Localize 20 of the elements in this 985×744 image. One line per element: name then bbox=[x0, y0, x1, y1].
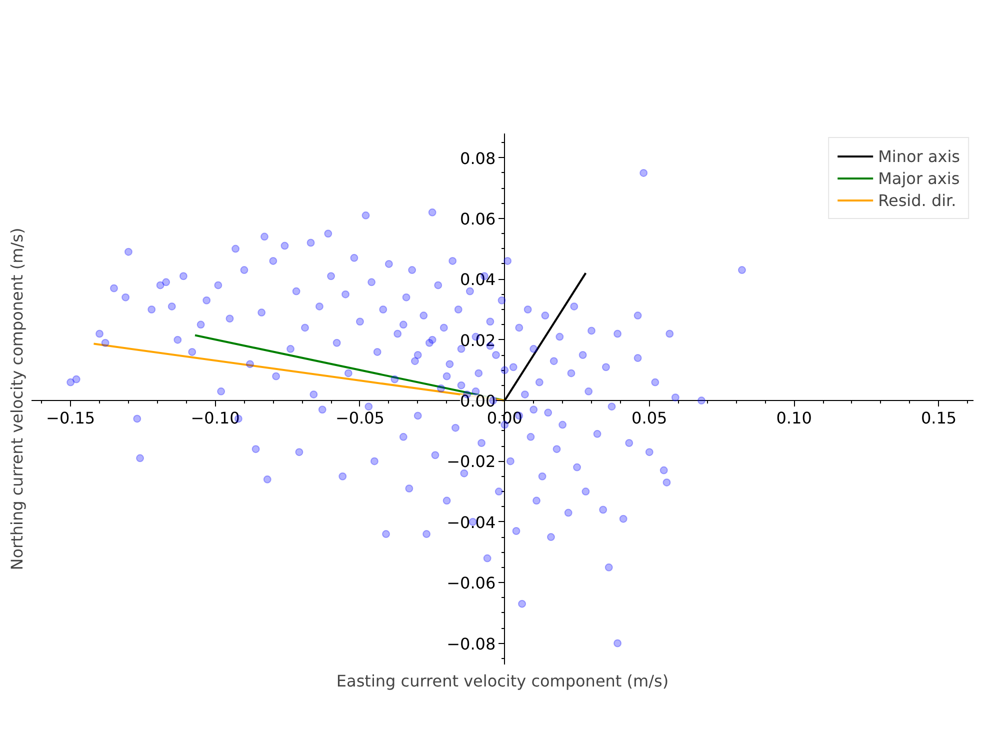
x-tick-label: −0.05 bbox=[335, 408, 384, 428]
y-tick-label: 0.02 bbox=[460, 330, 496, 350]
y-tick-label: 0.06 bbox=[460, 209, 496, 228]
y-tick-label: −0.04 bbox=[446, 512, 496, 532]
y-axis-title: Northing current velocity component (m/s) bbox=[8, 228, 26, 570]
x-axis-title: Easting current velocity component (m/s) bbox=[336, 672, 669, 690]
legend-label: Major axis bbox=[878, 168, 960, 188]
x-tick-label: 0.15 bbox=[920, 408, 957, 428]
y-tick-label: −0.06 bbox=[446, 574, 496, 593]
y-tick-label: −0.02 bbox=[446, 452, 496, 472]
y-tick-label: 0.00 bbox=[460, 392, 496, 411]
y-tick-label: 0.08 bbox=[460, 148, 496, 168]
x-tick-label: 0.05 bbox=[632, 408, 668, 428]
x-tick-label: −0.15 bbox=[46, 408, 96, 428]
y-tick-label: 0.04 bbox=[460, 270, 496, 290]
legend-label: Minor axis bbox=[878, 146, 960, 166]
x-tick-label: 0.10 bbox=[776, 408, 812, 428]
y-tick-label: −0.08 bbox=[446, 634, 496, 654]
x-tick-label: −0.10 bbox=[190, 408, 240, 428]
legend-label: Resid. dir. bbox=[878, 190, 956, 210]
